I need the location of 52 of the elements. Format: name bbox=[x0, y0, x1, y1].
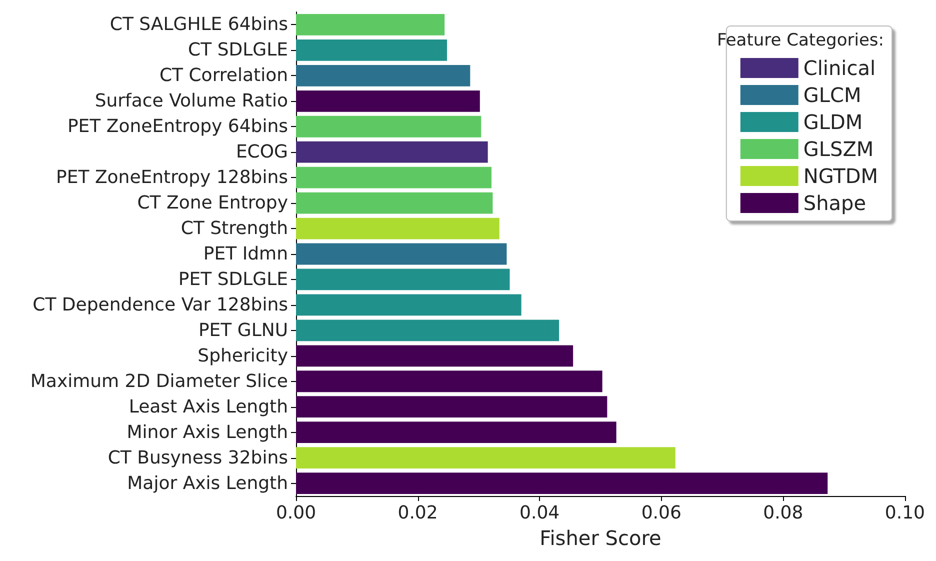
bar bbox=[296, 447, 676, 468]
y-tick-label: CT Busyness 32bins bbox=[108, 447, 288, 468]
x-tick-label: 0.02 bbox=[398, 502, 438, 524]
y-tick-label: ECOG bbox=[236, 142, 288, 163]
legend-label: GLSZM bbox=[803, 137, 874, 161]
bar bbox=[296, 218, 500, 240]
y-tick-label: Major Axis Length bbox=[127, 472, 288, 494]
y-tick-label: Maximum 2D Diameter Slice bbox=[30, 370, 288, 392]
bar bbox=[296, 320, 560, 342]
bar bbox=[296, 40, 448, 61]
x-tick-label: 0.10 bbox=[884, 502, 925, 524]
bar bbox=[296, 243, 507, 265]
y-tick-label: CT Dependence Var 128bins bbox=[32, 294, 288, 316]
legend-label: GLDM bbox=[803, 110, 863, 134]
y-tick-label: CT SALGHLE 64bins bbox=[110, 14, 288, 36]
bar bbox=[296, 116, 482, 138]
y-tick-label: CT Correlation bbox=[159, 65, 288, 86]
y-tick-label: Minor Axis Length bbox=[126, 422, 288, 443]
y-tick-label: PET ZoneEntropy 64bins bbox=[67, 116, 288, 138]
x-tick-label: 0.00 bbox=[276, 502, 316, 524]
y-tick-label: PET GLNU bbox=[198, 320, 288, 341]
y-tick-label: PET Idmn bbox=[203, 244, 288, 264]
bar bbox=[296, 345, 574, 367]
bar bbox=[296, 268, 510, 290]
bar bbox=[296, 14, 445, 36]
x-tick-label: 0.08 bbox=[763, 502, 804, 524]
legend-label: Clinical bbox=[803, 56, 876, 80]
bar bbox=[296, 472, 828, 494]
y-tick-label: PET SDLGLE bbox=[178, 268, 288, 290]
bar bbox=[296, 90, 480, 112]
x-axis-title: Fisher Score bbox=[540, 526, 662, 550]
bar bbox=[296, 64, 470, 86]
x-tick-label: 0.06 bbox=[641, 502, 682, 524]
bar bbox=[296, 422, 616, 444]
y-tick-label: CT Strength bbox=[180, 218, 288, 240]
legend-label: NGTDM bbox=[803, 164, 878, 188]
y-tick-label: CT SDLGLE bbox=[188, 40, 288, 61]
bar bbox=[296, 294, 522, 316]
legend-title: Feature Categories: bbox=[716, 30, 884, 50]
bar bbox=[296, 141, 488, 163]
legend-label: GLCM bbox=[803, 83, 862, 107]
legend-label: Shape bbox=[803, 191, 866, 215]
y-tick-label: CT Zone Entropy bbox=[137, 192, 288, 214]
y-tick-label: Least Axis Length bbox=[128, 396, 288, 418]
bar bbox=[296, 396, 608, 418]
bar bbox=[296, 370, 602, 392]
y-tick-label: Sphericity bbox=[198, 345, 288, 366]
y-tick-label: Surface Volume Ratio bbox=[94, 90, 288, 112]
y-tick-label: PET ZoneEntropy 128bins bbox=[56, 167, 288, 188]
bar bbox=[296, 166, 492, 188]
x-tick-label: 0.04 bbox=[520, 502, 560, 524]
bar bbox=[296, 192, 493, 214]
